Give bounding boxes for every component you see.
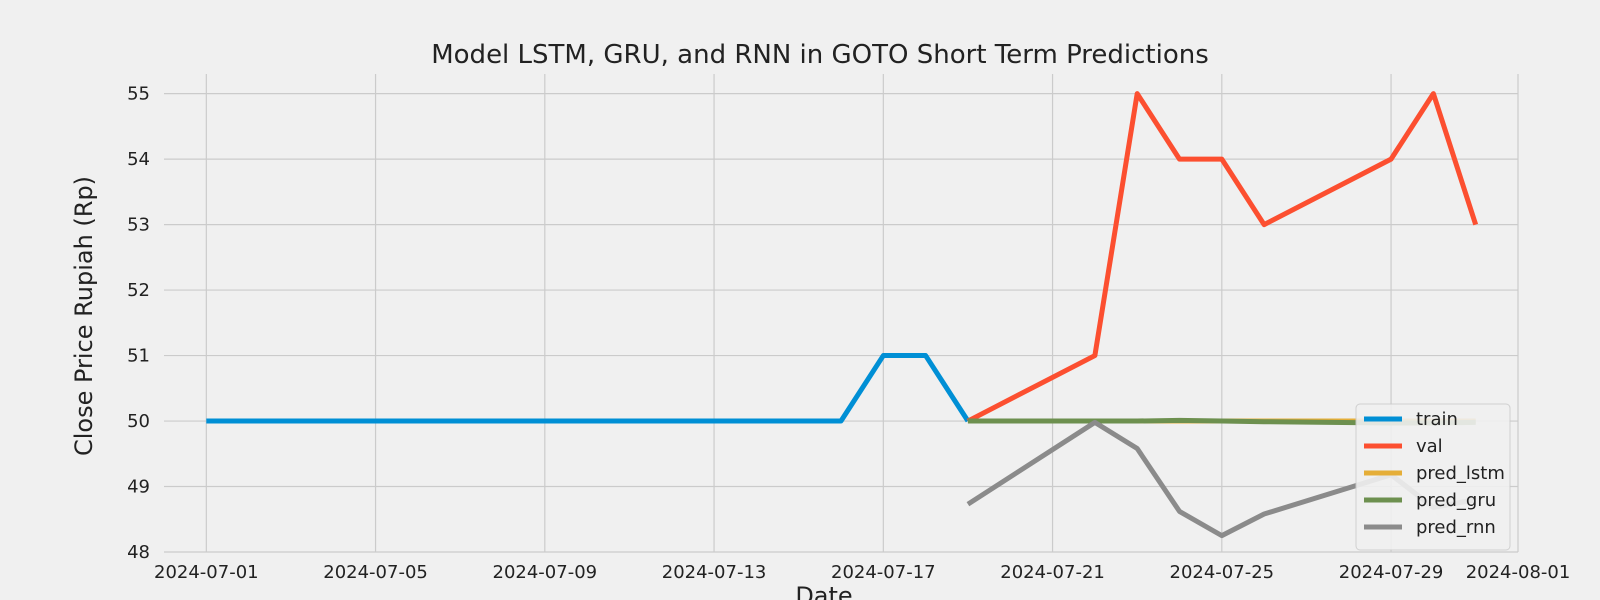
- legend-label-pred-rnn: pred_rnn: [1416, 517, 1496, 538]
- x-tick-label: 2024-08-01: [1466, 562, 1571, 583]
- series-line-val: [966, 91, 1479, 424]
- series-line-train: [206, 353, 971, 424]
- x-tick-label: 2024-07-13: [662, 562, 767, 583]
- y-tick-label: 54: [127, 149, 150, 170]
- y-axis-label: Close Price Rupiah (Rp): [70, 176, 98, 456]
- x-axis-label: Date: [795, 582, 852, 600]
- chart-title: Model LSTM, GRU, and RNN in GOTO Short T…: [431, 40, 1209, 70]
- y-tick-label: 48: [127, 542, 150, 563]
- y-tick-label: 53: [127, 215, 150, 236]
- legend-label-val: val: [1416, 436, 1443, 457]
- y-tick-label: 55: [127, 84, 150, 105]
- x-tick-label: 2024-07-17: [831, 562, 936, 583]
- y-tick-label: 50: [127, 411, 150, 432]
- legend-label-pred-lstm: pred_lstm: [1416, 463, 1505, 484]
- legend: train val pred_lstm pred_gru pred_rnn: [1355, 403, 1511, 551]
- legend-box: [1355, 403, 1511, 551]
- legend-label-train: train: [1416, 409, 1458, 430]
- x-tick-label: 2024-07-29: [1339, 562, 1444, 583]
- y-tick-label: 51: [127, 346, 150, 367]
- y-tick-label: 52: [127, 280, 150, 301]
- x-tick-label: 2024-07-21: [1000, 562, 1105, 583]
- x-tick-label: 2024-07-09: [493, 562, 598, 583]
- legend-label-pred-gru: pred_gru: [1416, 490, 1496, 511]
- grid: [164, 74, 1519, 553]
- tick-labels: 2024-07-01 2024-07-05 2024-07-09 2024-07-13…: [127, 84, 1570, 583]
- y-tick-label: 49: [127, 477, 150, 498]
- x-tick-label: 2024-07-25: [1170, 562, 1275, 583]
- x-tick-label: 2024-07-05: [323, 562, 428, 583]
- x-tick-label: 2024-07-01: [154, 562, 259, 583]
